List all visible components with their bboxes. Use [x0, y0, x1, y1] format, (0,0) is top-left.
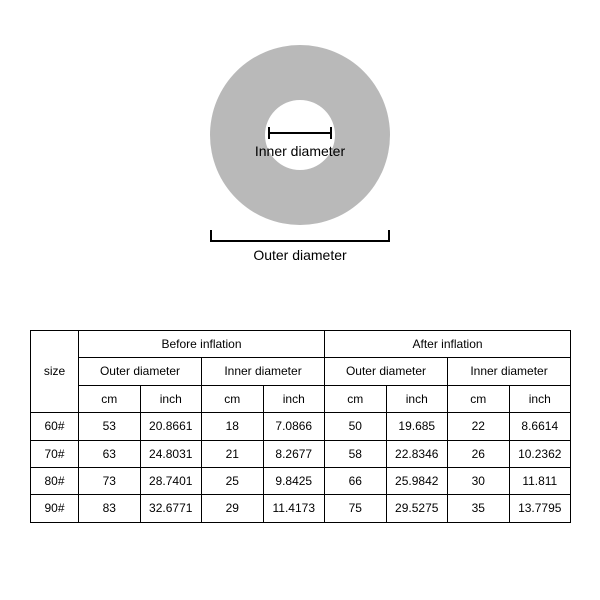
header-inner-diameter: Inner diameter: [448, 358, 571, 385]
diagram-container: Inner diameter Outer diameter: [0, 0, 600, 295]
cell-value: 24.8031: [140, 440, 202, 467]
size-table: size Before inflation After inflation Ou…: [30, 330, 570, 523]
cell-value: 11.811: [509, 467, 571, 494]
cell-value: 19.685: [386, 413, 448, 440]
header-size: size: [31, 331, 79, 413]
cell-value: 9.8425: [263, 467, 325, 494]
cell-value: 8.2677: [263, 440, 325, 467]
header-unit-inch: inch: [386, 385, 448, 412]
cell-value: 20.8661: [140, 413, 202, 440]
cell-value: 32.6771: [140, 495, 202, 522]
cell-value: 66: [325, 467, 387, 494]
header-unit-cm: cm: [79, 385, 141, 412]
cell-value: 11.4173: [263, 495, 325, 522]
table-row: 70#6324.8031218.26775822.83462610.2362: [31, 440, 571, 467]
header-outer-diameter: Outer diameter: [79, 358, 202, 385]
table-row: 60#5320.8661187.08665019.685228.6614: [31, 413, 571, 440]
cell-value: 7.0866: [263, 413, 325, 440]
header-outer-diameter: Outer diameter: [325, 358, 448, 385]
cell-size: 60#: [31, 413, 79, 440]
cell-value: 58: [325, 440, 387, 467]
cell-size: 80#: [31, 467, 79, 494]
cell-value: 29: [202, 495, 264, 522]
cell-value: 10.2362: [509, 440, 571, 467]
cell-value: 25.9842: [386, 467, 448, 494]
header-before-inflation: Before inflation: [79, 331, 325, 358]
cell-value: 29.5275: [386, 495, 448, 522]
table-row: 90#8332.67712911.41737529.52753513.7795: [31, 495, 571, 522]
cell-value: 25: [202, 467, 264, 494]
cell-value: 83: [79, 495, 141, 522]
cell-value: 30: [448, 467, 510, 494]
cell-value: 53: [79, 413, 141, 440]
cell-value: 50: [325, 413, 387, 440]
cell-value: 75: [325, 495, 387, 522]
header-unit-cm: cm: [202, 385, 264, 412]
cell-value: 28.7401: [140, 467, 202, 494]
table-row: 80#7328.7401259.84256625.98423011.811: [31, 467, 571, 494]
header-unit-inch: inch: [263, 385, 325, 412]
header-unit-cm: cm: [448, 385, 510, 412]
cell-value: 35: [448, 495, 510, 522]
outer-diameter-bracket: [210, 230, 390, 242]
cell-size: 90#: [31, 495, 79, 522]
cell-value: 8.6614: [509, 413, 571, 440]
cell-value: 13.7795: [509, 495, 571, 522]
header-unit-inch: inch: [140, 385, 202, 412]
header-inner-diameter: Inner diameter: [202, 358, 325, 385]
outer-diameter-label: Outer diameter: [210, 247, 390, 263]
cell-value: 21: [202, 440, 264, 467]
header-after-inflation: After inflation: [325, 331, 571, 358]
cell-size: 70#: [31, 440, 79, 467]
cell-value: 63: [79, 440, 141, 467]
cell-value: 73: [79, 467, 141, 494]
cell-value: 26: [448, 440, 510, 467]
inner-diameter-label: Inner diameter: [240, 143, 360, 159]
header-unit-inch: inch: [509, 385, 571, 412]
cell-value: 18: [202, 413, 264, 440]
inner-diameter-bracket: [268, 127, 332, 139]
header-unit-cm: cm: [325, 385, 387, 412]
cell-value: 22: [448, 413, 510, 440]
cell-value: 22.8346: [386, 440, 448, 467]
